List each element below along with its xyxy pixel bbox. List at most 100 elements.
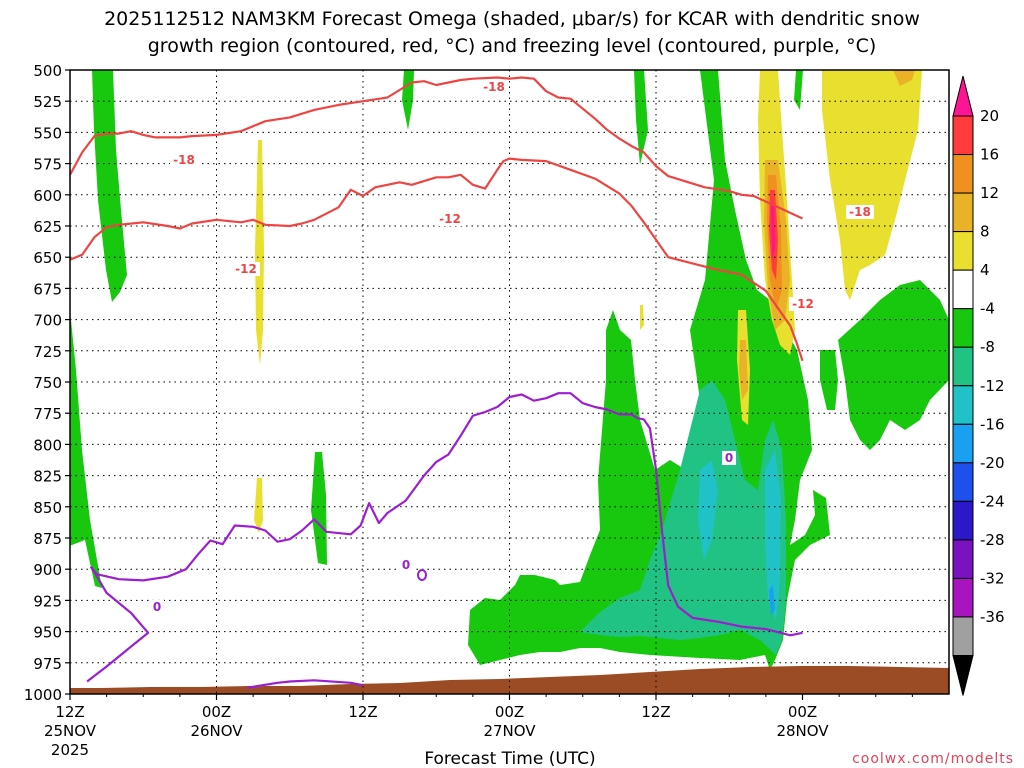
colorbar-top-arrow <box>952 75 974 117</box>
colorbar-tick-label: -32 <box>980 569 1005 587</box>
colorbar-swatch <box>952 269 974 310</box>
y-tick-label: 775 <box>33 405 62 423</box>
contour-lines <box>70 76 804 689</box>
contour-series-line <box>70 157 804 362</box>
colorbar-swatch <box>952 154 974 194</box>
colorbar-tick-label: 20 <box>980 107 999 125</box>
omega-region-gold-2 <box>739 340 748 400</box>
omega-region-blue-1 <box>769 585 775 615</box>
colorbar-tick-label: 12 <box>980 184 999 202</box>
terrain-below-ground <box>70 666 949 694</box>
colorbar-tick-label: -4 <box>980 300 995 318</box>
svg-text:-18: -18 <box>483 80 505 94</box>
y-axis: 500 525 550 575 600 625 650 675 700 725 750 775 800 8… <box>24 62 70 704</box>
colorbar-tick-label: -8 <box>980 338 995 356</box>
y-tick-label: 700 <box>33 312 62 330</box>
y-tick-label: 625 <box>33 218 62 236</box>
y-tick-label: 925 <box>33 592 62 610</box>
omega-shading <box>70 70 949 670</box>
colorbar-tick-label: 8 <box>980 223 990 241</box>
credit-text: coolwx.com/modelts <box>852 751 1014 767</box>
colorbar-swatch <box>952 192 974 233</box>
colorbar-swatch <box>952 539 974 579</box>
contour-label-red-6: -18 <box>846 205 874 219</box>
contour-series-line <box>70 76 803 220</box>
svg-text:-12: -12 <box>792 297 814 311</box>
colorbar-tick-label: -24 <box>980 492 1005 510</box>
svg-text:-12: -12 <box>439 212 461 226</box>
y-tick-label: 525 <box>33 93 62 111</box>
colorbar-tick-label: -16 <box>980 415 1005 433</box>
y-tick-label: 675 <box>33 280 62 298</box>
omega-region-green-6 <box>820 350 838 410</box>
contour-series-line <box>246 679 364 689</box>
y-tick-label: 500 <box>33 62 62 80</box>
colorbar-swatch <box>952 115 974 156</box>
x-tick-label-time: 00Z <box>495 703 524 721</box>
contour-series-line <box>86 566 150 683</box>
colorbar-swatch <box>952 423 974 464</box>
y-tick-label: 850 <box>33 499 62 517</box>
colorbar-tick-label: 16 <box>980 146 999 164</box>
colorbar-swatch <box>952 346 974 387</box>
colorbar-swatch <box>952 462 974 502</box>
omega-region-green-8 <box>634 70 648 165</box>
svg-text:-18: -18 <box>849 205 871 219</box>
svg-text:0: 0 <box>725 451 733 465</box>
y-tick-label: 825 <box>33 468 62 486</box>
y-tick-label: 900 <box>33 561 62 579</box>
x-tick-label-date: 25NOV <box>44 722 97 740</box>
svg-text:-12: -12 <box>235 262 257 276</box>
omega-region-cyan-2 <box>765 450 781 620</box>
x-tick-label-date: 27NOV <box>483 722 536 740</box>
omega-region-yellow-6 <box>822 70 922 300</box>
svg-text:0: 0 <box>153 600 161 614</box>
svg-text:-18: -18 <box>173 153 195 167</box>
omega-region-yellow-1 <box>255 140 264 365</box>
contour-label-purple-2: 0 <box>399 558 413 572</box>
x-tick-label-date: 26NOV <box>190 722 243 740</box>
y-tick-label: 875 <box>33 530 62 548</box>
x-tick-label-time: 00Z <box>202 703 231 721</box>
y-tick-label: 550 <box>33 124 62 142</box>
contour-label-red-4: -12 <box>436 212 464 226</box>
contour-purple-small-ring <box>417 569 427 581</box>
contour-label-red-3: -12 <box>232 262 260 276</box>
colorbar-tick-label: -36 <box>980 608 1005 626</box>
omega-region-green-9 <box>794 70 803 110</box>
colorbar-tick-label: -12 <box>980 377 1005 395</box>
y-tick-label: 950 <box>33 624 62 642</box>
omega-region-green-4 <box>402 70 414 130</box>
y-tick-label: 650 <box>33 249 62 267</box>
omega-region-gold-3 <box>893 70 915 86</box>
y-tick-label: 575 <box>33 156 62 174</box>
colorbar-swatch <box>952 231 974 271</box>
colorbar-swatch <box>952 500 974 541</box>
x-tick-label-time: 12Z <box>641 703 670 721</box>
grid-lines <box>70 70 949 694</box>
contour-label-red-5: -12 <box>789 297 817 311</box>
x-tick-label-time: 00Z <box>788 703 817 721</box>
contour-label-red-2: -18 <box>480 80 508 94</box>
y-tick-label: 800 <box>33 436 62 454</box>
y-tick-label: 725 <box>33 343 62 361</box>
y-tick-label: 600 <box>33 187 62 205</box>
omega-region-green-3 <box>311 452 327 565</box>
y-tick-label: 750 <box>33 374 62 392</box>
omega-region-yellow-3 <box>640 305 644 330</box>
colorbar-legend: 20 16 12 8 4 -4 -8 -12 -16 -20 -24 -28 -32 -36 <box>952 75 1005 696</box>
omega-region-green-1 <box>92 70 127 302</box>
x-tick-label-date: 28NOV <box>776 722 829 740</box>
contour-label-purple-3: 0 <box>722 451 736 465</box>
colorbar-swatch <box>952 577 974 618</box>
omega-region-green-2 <box>70 310 102 588</box>
omega-region-cyan-1 <box>698 460 718 560</box>
omega-region-yellow-2 <box>254 478 263 533</box>
y-tick-label: 1000 <box>24 686 62 704</box>
colorbar-swatch <box>952 385 974 425</box>
omega-region-magenta-1 <box>771 205 775 260</box>
x-tick-label-time: 12Z <box>55 703 84 721</box>
colorbar-swatch <box>952 616 974 657</box>
